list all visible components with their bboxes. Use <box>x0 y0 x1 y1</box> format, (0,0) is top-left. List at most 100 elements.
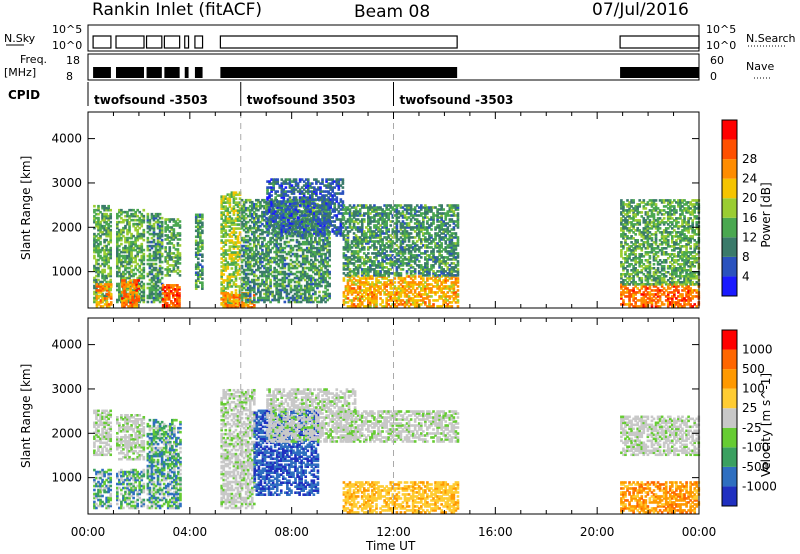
scatter-cell <box>321 208 324 211</box>
scatter-cell <box>303 292 307 296</box>
scatter-cell <box>292 232 296 235</box>
scatter-cell <box>130 208 133 212</box>
scatter-cell <box>95 283 99 286</box>
scatter-cell <box>290 230 294 233</box>
scatter-cell <box>284 192 288 195</box>
scatter-cell <box>255 278 258 282</box>
scatter-cell <box>268 186 271 189</box>
scatter-cell <box>325 210 328 213</box>
scatter-cell <box>123 295 126 298</box>
scatter-cell <box>97 303 101 306</box>
scatter-cell <box>198 245 202 249</box>
scatter-cell <box>244 224 248 228</box>
scatter-cell <box>244 302 248 305</box>
scatter-cell <box>325 214 328 217</box>
scatter-cell <box>196 243 200 247</box>
scatter-cell <box>165 296 169 299</box>
scatter-cell <box>268 216 271 219</box>
scatter-cell <box>220 261 224 264</box>
scatter-cell <box>294 224 298 227</box>
scatter-cell <box>280 202 284 205</box>
scatter-cell <box>130 258 133 262</box>
freq-unit: [MHz] <box>4 66 36 79</box>
scatter-cell <box>265 268 268 272</box>
scatter-cell <box>118 234 121 238</box>
scatter-cell <box>220 207 224 210</box>
scatter-cell <box>152 224 156 228</box>
scatter-cell <box>220 253 224 256</box>
scatter-cell <box>136 234 140 238</box>
scatter-cell <box>322 274 325 278</box>
scatter-cell <box>326 238 329 242</box>
scatter-cell <box>228 283 232 286</box>
scatter-cell <box>105 238 108 242</box>
scatter-cell <box>304 206 308 209</box>
scatter-cell <box>270 182 273 185</box>
scatter-cell <box>240 210 244 214</box>
scatter-cell <box>272 204 275 207</box>
scatter-cell <box>101 214 104 218</box>
scatter-cell <box>201 267 204 271</box>
scatter-cell <box>166 260 170 263</box>
scatter-cell <box>295 248 299 252</box>
scatter-cell <box>118 284 121 288</box>
scatter-cell <box>313 232 316 235</box>
scatter-cell <box>244 298 248 302</box>
scatter-cell <box>266 222 269 225</box>
scatter-cell <box>95 280 98 284</box>
scatter-cell <box>255 244 258 248</box>
scatter-cell <box>116 222 119 226</box>
scatter-cell <box>130 232 133 236</box>
scatter-cell <box>282 224 286 227</box>
scatter-cell <box>134 256 137 260</box>
scatter-cell <box>309 274 313 278</box>
scatter-cell <box>250 300 254 304</box>
scatter-cell <box>309 250 313 254</box>
scatter-cell <box>263 256 266 260</box>
scatter-cell <box>278 200 282 203</box>
scatter-cell <box>291 298 295 302</box>
scatter-cell <box>140 286 144 290</box>
scatter-cell <box>252 230 256 234</box>
scatter-cell <box>140 222 144 226</box>
scatter-cell <box>314 240 317 244</box>
scatter-cell <box>307 300 311 304</box>
scatter-cell <box>266 230 269 233</box>
scatter-cell <box>280 234 284 237</box>
scatter-cell <box>93 250 96 254</box>
scatter-cell <box>320 262 323 266</box>
scatter-cell <box>160 240 164 244</box>
scatter-cell <box>266 186 269 189</box>
scatter-cell <box>130 268 133 272</box>
scatter-cell <box>240 258 244 262</box>
scatter-cell <box>350 287 354 290</box>
scatter-cell <box>124 214 127 218</box>
scatter-cell <box>97 254 100 258</box>
scatter-cell <box>285 294 289 298</box>
scatter-cell <box>320 296 323 300</box>
scatter-cell <box>154 246 158 250</box>
scatter-cell <box>272 210 275 213</box>
scatter-cell <box>132 224 135 228</box>
scatter-cell <box>99 254 102 258</box>
scatter-cell <box>154 288 158 292</box>
scatter-cell <box>220 239 224 242</box>
scatter-cell <box>116 220 119 224</box>
scatter-cell <box>126 250 129 254</box>
scatter-cell <box>234 197 238 200</box>
scatter-cell <box>234 223 238 226</box>
scatter-cell <box>263 300 266 304</box>
scatter-cell <box>257 266 260 270</box>
scatter-cell <box>285 236 289 240</box>
scatter-cell <box>133 299 136 302</box>
scatter-cell <box>257 252 260 256</box>
scatter-cell <box>307 290 311 294</box>
scatter-cell <box>138 236 142 240</box>
scatter-cell <box>126 256 129 260</box>
scatter-cell <box>275 244 279 248</box>
scatter-cell <box>289 250 293 254</box>
scatter-cell <box>156 220 160 224</box>
scatter-cell <box>120 274 123 278</box>
scatter-cell <box>226 201 230 204</box>
scatter-cell <box>369 226 372 229</box>
